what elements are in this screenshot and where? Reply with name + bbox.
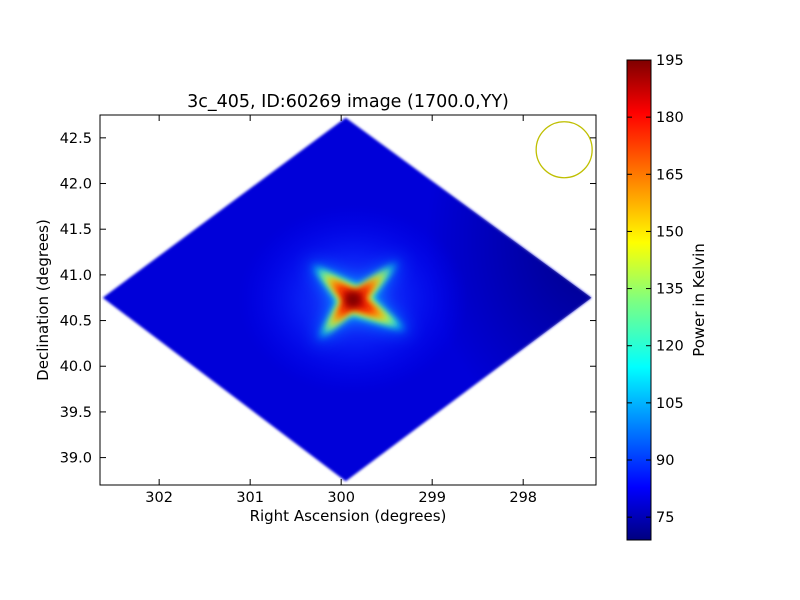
x-axis-label: Right Ascension (degrees) (250, 507, 447, 525)
colorbar: 75 90 105 120 135 150 165 180 195 Power in Kelvi… (626, 53, 708, 541)
colorbar-tick-label: 120 (656, 339, 684, 355)
y-tick-label: 40.0 (60, 359, 92, 375)
colorbar-tick-label: 195 (656, 53, 684, 69)
y-tick-label: 40.5 (60, 314, 92, 330)
colorbar-tick-label: 105 (656, 396, 684, 412)
heatmap-image (102, 117, 592, 482)
colorbar-tick-label: 90 (656, 453, 674, 469)
colorbar-tick-label: 180 (656, 110, 684, 126)
y-axis-label: Declination (degrees) (34, 219, 52, 381)
x-tick-label: 302 (145, 490, 173, 506)
x-tick-label: 298 (509, 490, 537, 506)
colorbar-tick-label: 150 (656, 224, 684, 240)
colorbar-bar (626, 59, 652, 541)
x-tick-label: 300 (327, 490, 355, 506)
plot-area (102, 117, 593, 482)
chart-title: 3c_405, ID:60269 image (1700.0,YY) (187, 92, 509, 112)
y-tick-label: 39.0 (60, 451, 92, 467)
colorbar-label: Power in Kelvin (690, 243, 708, 357)
y-tick-label: 39.5 (60, 405, 92, 421)
x-tick-label: 299 (418, 490, 446, 506)
x-tick-label: 301 (236, 490, 264, 506)
source-peak (345, 291, 362, 308)
y-tick-label: 41.0 (60, 268, 92, 284)
beam-marker (535, 121, 593, 179)
colorbar-tick-label: 75 (656, 510, 674, 526)
y-tick-label: 42.0 (60, 177, 92, 193)
y-tick-label: 42.5 (60, 131, 92, 147)
colorbar-ticks: 75 90 105 120 135 150 165 180 195 (627, 53, 684, 526)
x-axis: 302 301 300 299 298 (145, 115, 537, 506)
y-axis: 39.0 39.5 40.0 40.5 41.0 41.5 42.0 42.5 (60, 131, 596, 467)
colorbar-tick-label: 165 (656, 167, 684, 183)
colorbar-tick-label: 135 (656, 282, 684, 298)
y-tick-label: 41.5 (60, 222, 92, 238)
axes-frame (99, 114, 597, 486)
